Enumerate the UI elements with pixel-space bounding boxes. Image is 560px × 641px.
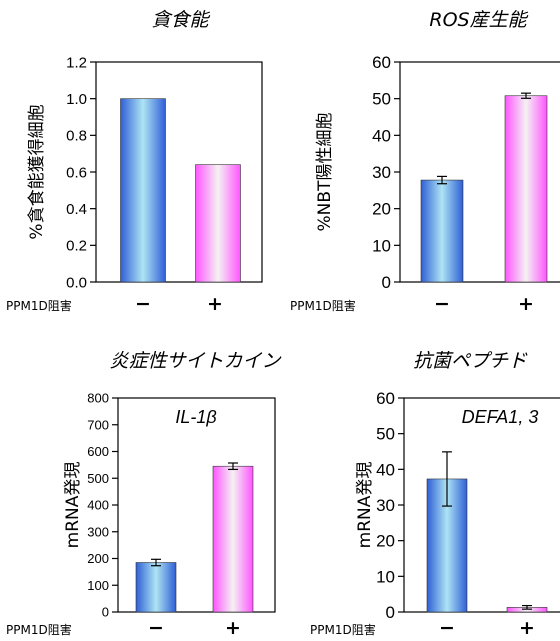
category-label: +: [225, 617, 241, 639]
y-tick-label: 1.0: [66, 91, 87, 108]
condition-label: PPM1D阻害: [290, 298, 356, 313]
chart-title: 抗菌ペプチド: [413, 350, 528, 372]
y-tick-label: 50: [376, 425, 395, 444]
y-tick-label: 20: [376, 532, 395, 551]
chart-ros: ROS産生能 0 10 20 30 40 50 60 %NBT陽性細胞 PPM1D阻害 − +: [290, 9, 560, 315]
condition-label: PPM1D阻害: [310, 622, 376, 637]
y-tick-label: 0: [386, 603, 395, 622]
y-tick-label: 50: [372, 90, 391, 109]
y-tick-label: 100: [87, 578, 109, 593]
chart-title: ROS産生能: [429, 9, 528, 31]
y-tick-label: 60: [372, 53, 391, 72]
y-tick-label: 600: [87, 444, 109, 459]
bar-control: [120, 98, 166, 283]
y-tick-label: 30: [376, 496, 395, 515]
y-axis-label: mRNA発現: [355, 462, 375, 549]
chart-title: 炎症性サイトカイン: [109, 350, 281, 372]
y-tick-label: 800: [87, 391, 109, 406]
category-label: −: [434, 293, 450, 315]
y-tick-label: 40: [372, 126, 391, 145]
y-tick-label: 500: [87, 471, 109, 486]
y-tick-label: 40: [376, 460, 395, 479]
category-label: +: [207, 293, 223, 315]
gene-label: IL-1β: [175, 407, 216, 427]
y-tick-label: 0.4: [66, 201, 87, 218]
bar-ppm1d-inhibited: [195, 164, 241, 283]
charts-layer: 貪食能 0.0 0.2 0.4 0.6 0.8 1.0 1.2 %貪食能獲得細胞 PPM1D阻害 −…: [6, 9, 560, 639]
y-tick-label: 0.6: [66, 164, 87, 181]
y-tick-label: 300: [87, 524, 109, 539]
y-axis-label: %NBT陽性細胞: [315, 113, 335, 232]
chart-defa: 抗菌ペプチド 0 10 20 30 40 50 60 mRNA発現 DEFA1, 3 PPM1D阻害…: [310, 350, 560, 639]
y-tick-label: 60: [376, 389, 395, 408]
y-tick-label: 0: [382, 273, 391, 292]
y-tick-label: 0: [102, 605, 109, 620]
y-tick-label: 0.2: [66, 238, 87, 255]
category-label: +: [518, 293, 534, 315]
y-tick-label: 200: [87, 551, 109, 566]
y-tick-label: 1.2: [66, 54, 87, 71]
chart-il1b: 炎症性サイトカイン 0 100 200 300 400 500 600 700 800 mRNA発現…: [6, 350, 281, 639]
y-tick-label: 0.0: [66, 274, 87, 291]
chart-phago: 貪食能 0.0 0.2 0.4 0.6 0.8 1.0 1.2 %貪食能獲得細胞 PPM1D阻害 −…: [6, 9, 263, 315]
y-tick-label: 10: [372, 236, 391, 255]
y-axis-label: %貪食能獲得細胞: [26, 104, 47, 239]
gene-label: DEFA1, 3: [462, 407, 539, 427]
condition-label: PPM1D阻害: [6, 298, 72, 313]
category-label: +: [519, 617, 535, 639]
y-axis-label: mRNA発現: [63, 462, 83, 549]
y-tick-label: 700: [87, 417, 109, 432]
bar-control: [420, 179, 464, 283]
condition-label: PPM1D阻害: [6, 622, 72, 637]
y-tick-label: 400: [87, 498, 109, 513]
bar-control: [135, 562, 177, 613]
y-tick-label: 20: [372, 200, 391, 219]
chart-title: 貪食能: [151, 9, 210, 31]
bar-ppm1d-inhibited: [504, 95, 548, 283]
category-label: −: [148, 617, 164, 639]
y-tick-label: 30: [372, 163, 391, 182]
category-label: −: [135, 293, 151, 315]
y-tick-label: 0.8: [66, 128, 87, 145]
bar-ppm1d-inhibited: [212, 465, 254, 613]
category-label: −: [439, 617, 455, 639]
y-tick-label: 10: [376, 567, 395, 586]
